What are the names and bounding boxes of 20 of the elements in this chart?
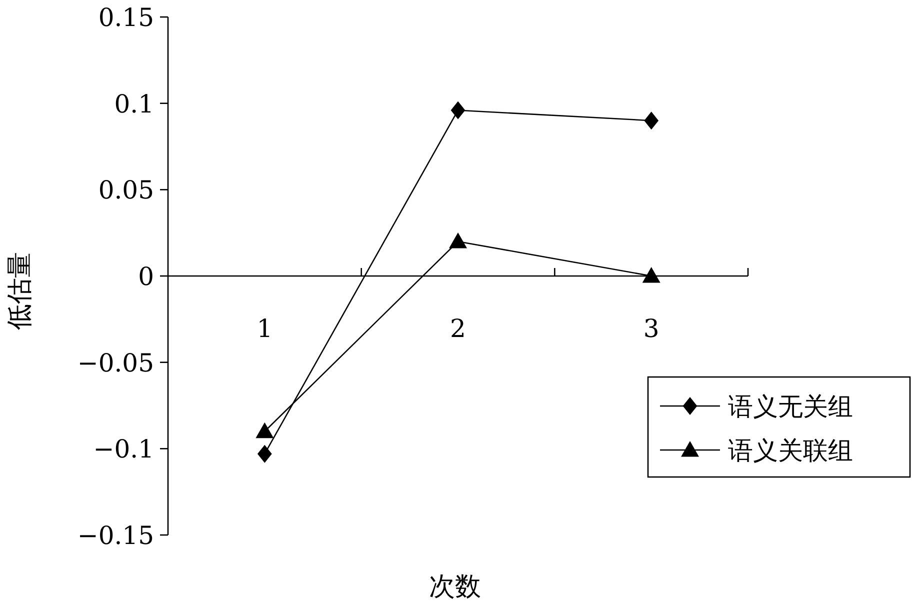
point — [257, 444, 272, 463]
y-tick-label: 0 — [138, 262, 154, 291]
point — [450, 101, 466, 120]
point — [256, 422, 274, 438]
point — [644, 112, 659, 130]
y-tick-label: 0.15 — [98, 3, 154, 32]
y-axis-title: 低估量 — [5, 252, 35, 330]
legend-label: 语义关联组 — [728, 436, 853, 465]
x-tick-label: 1 — [256, 314, 273, 343]
x-tick-label: 2 — [450, 314, 466, 343]
x-tick-label: 3 — [643, 314, 660, 343]
legend-label: 语义无关组 — [728, 392, 853, 421]
point — [449, 232, 467, 248]
y-tick-label: 0.1 — [114, 89, 154, 118]
y-tick-label: −0.1 — [93, 434, 154, 464]
y-tick-label: 0.05 — [98, 176, 154, 205]
y-tick-label: −0.05 — [77, 348, 154, 378]
point — [642, 267, 660, 283]
y-tick-label: −0.15 — [77, 521, 154, 550]
x-axis-title: 次数 — [429, 572, 481, 602]
